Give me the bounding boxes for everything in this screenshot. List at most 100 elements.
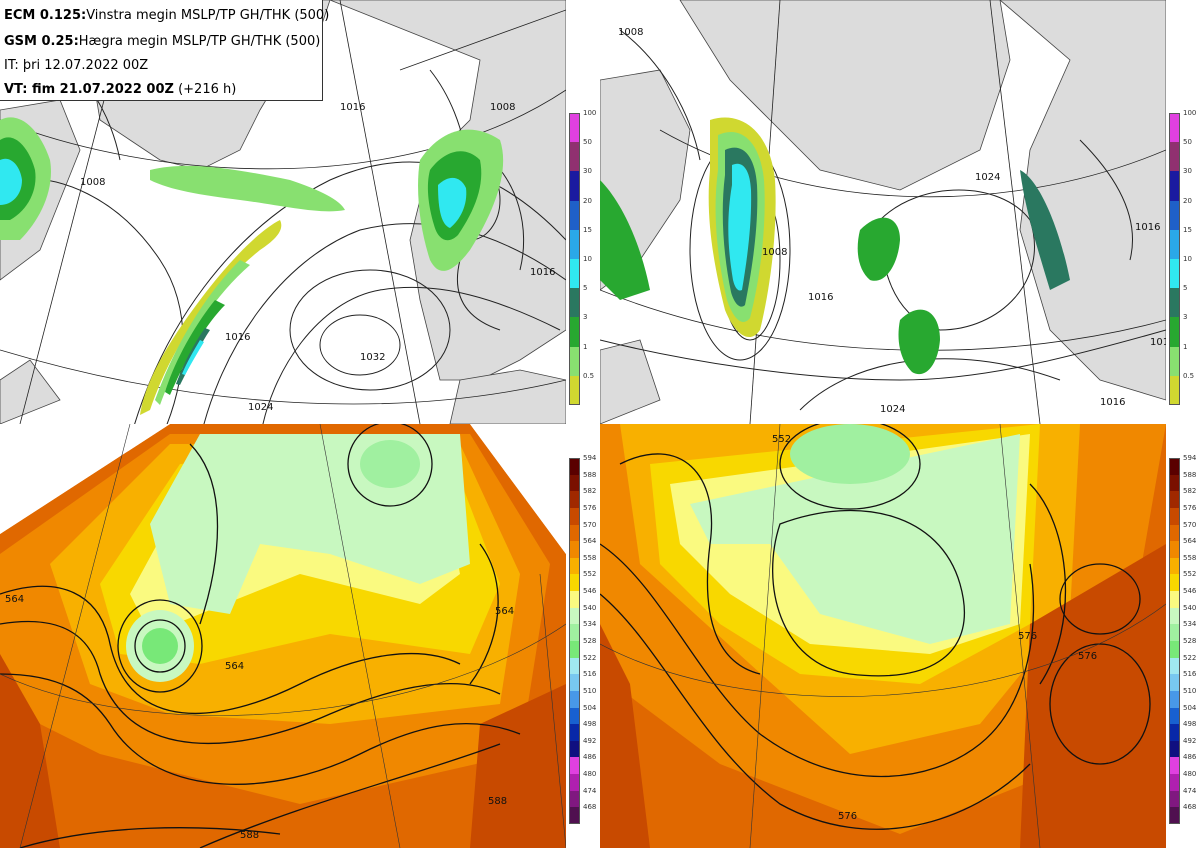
colorbar-label: 576 <box>583 503 597 512</box>
colorbar-swatch <box>569 591 580 609</box>
colorbar-label: 10 <box>1183 255 1192 263</box>
colorbar-label: 540 <box>583 603 597 612</box>
colorbar-swatch <box>569 557 580 575</box>
colorbar-swatch <box>569 458 580 476</box>
colorbar-swatch <box>569 346 580 377</box>
colorbar-label: 552 <box>583 570 597 579</box>
colorbar-label: 528 <box>1183 637 1197 645</box>
colorbar-swatch <box>1169 113 1180 143</box>
colorbar-swatch <box>1169 375 1180 406</box>
colorbar-swatch <box>569 200 580 231</box>
colorbar-swatch <box>569 113 580 143</box>
colorbar-label: 516 <box>1183 670 1197 679</box>
colorbar-label: 30 <box>583 167 592 176</box>
colorbar-swatch <box>1169 200 1180 231</box>
colorbar-swatch <box>569 524 580 542</box>
colorbar-swatch <box>1169 624 1180 642</box>
colorbar-outline <box>569 458 580 824</box>
colorbar-swatch <box>1169 707 1180 725</box>
colorbar-label: 5 <box>583 284 588 293</box>
colorbar-swatch <box>569 674 580 692</box>
colorbar-label: 558 <box>583 553 597 562</box>
colorbar-swatch <box>569 624 580 642</box>
isobar-label: 1008 <box>490 102 515 113</box>
height-label: 588 <box>240 830 259 841</box>
colorbar-label: 474 <box>583 786 597 795</box>
colorbar-swatch <box>569 690 580 709</box>
colorbar-swatch <box>569 790 580 808</box>
colorbar-label: 498 <box>583 720 597 729</box>
colorbar-swatch <box>569 607 580 625</box>
colorbar-swatch <box>569 229 580 260</box>
colorbar-swatch <box>1169 507 1180 526</box>
colorbar-label: 50 <box>583 138 592 147</box>
colorbar-label: 504 <box>1183 703 1197 712</box>
colorbar-label: 564 <box>583 537 597 546</box>
colorbar-label: 498 <box>1183 720 1197 729</box>
isobar-label: 1016 <box>340 102 365 113</box>
isobar-label: 1016 <box>1100 397 1125 408</box>
height-label: 564 <box>5 594 24 605</box>
colorbar-label: 0.5 <box>583 371 595 380</box>
isobar-label: 1016 <box>225 332 250 343</box>
colorbar-swatch <box>1169 458 1180 476</box>
colorbar-label: 468 <box>583 803 597 812</box>
colorbar-swatch <box>569 574 580 592</box>
colorbar-swatch <box>1169 259 1180 289</box>
height-label: 552 <box>772 434 791 445</box>
colorbar-swatch <box>1169 541 1180 559</box>
colorbar-outline <box>1169 458 1180 824</box>
height-label: 588 <box>488 796 507 807</box>
colorbar-label: 528 <box>583 637 597 645</box>
colorbar-label: 534 <box>583 620 597 629</box>
colorbar-label: 50 <box>1183 138 1192 147</box>
colorbar-label: 582 <box>1183 487 1197 496</box>
colorbar-swatch <box>569 507 580 526</box>
colorbar-swatch <box>1169 591 1180 609</box>
colorbar-label: 10 <box>583 255 592 263</box>
colorbar-label: 510 <box>583 686 597 695</box>
colorbar-label: 558 <box>1183 553 1197 562</box>
isobar-label: 1008 <box>762 247 787 258</box>
colorbar-swatch <box>1169 346 1180 377</box>
colorbar-swatch <box>569 317 580 348</box>
colorbar-outline <box>569 113 580 405</box>
colorbar-swatch <box>569 491 580 509</box>
gsm-500hpa-thickness-map: 552 576 576 576 <box>600 424 1166 848</box>
isobar-label: 1016 <box>1135 222 1160 233</box>
colorbar-label: 100 <box>583 109 597 117</box>
isobar-label: 1016 <box>530 267 555 278</box>
colorbar-swatch <box>1169 317 1180 348</box>
isobar-label: 1016 <box>808 292 833 303</box>
colorbar-label: 564 <box>1183 537 1197 546</box>
colorbar-label: 486 <box>1183 753 1197 762</box>
colorbar-label: 594 <box>583 454 597 462</box>
colorbar-label: 546 <box>583 587 597 596</box>
valid-time-line: VT: fim 21.07.2022 00Z (+216 h) <box>4 82 237 97</box>
colorbar-label: 30 <box>1183 167 1192 176</box>
colorbar-swatch <box>1169 474 1180 492</box>
colorbar-swatch <box>1169 690 1180 709</box>
colorbar-swatch <box>1169 229 1180 260</box>
colorbar-label: 3 <box>583 313 588 322</box>
colorbar-label: 474 <box>1183 786 1197 795</box>
height-label: 576 <box>1018 631 1037 642</box>
colorbar-label: 540 <box>1183 603 1197 612</box>
colorbar-swatch <box>569 288 580 318</box>
colorbar-swatch <box>569 375 580 406</box>
colorbar-swatch <box>569 171 580 202</box>
colorbar-label: 492 <box>1183 736 1197 745</box>
isobar-label: 1008 <box>80 177 105 188</box>
colorbar-swatch <box>1169 757 1180 775</box>
colorbar-label: 1 <box>1183 342 1188 351</box>
colorbar-swatch <box>569 740 580 758</box>
colorbar-swatch <box>1169 774 1180 792</box>
colorbar-label: 480 <box>1183 770 1197 779</box>
colorbar-swatch <box>569 707 580 725</box>
colorbar-swatch <box>569 541 580 559</box>
colorbar-swatch <box>569 259 580 289</box>
colorbar-label: 1 <box>583 342 588 351</box>
colorbar-swatch <box>569 657 580 675</box>
height-label: 564 <box>495 606 514 617</box>
height-label: 576 <box>1078 651 1097 662</box>
